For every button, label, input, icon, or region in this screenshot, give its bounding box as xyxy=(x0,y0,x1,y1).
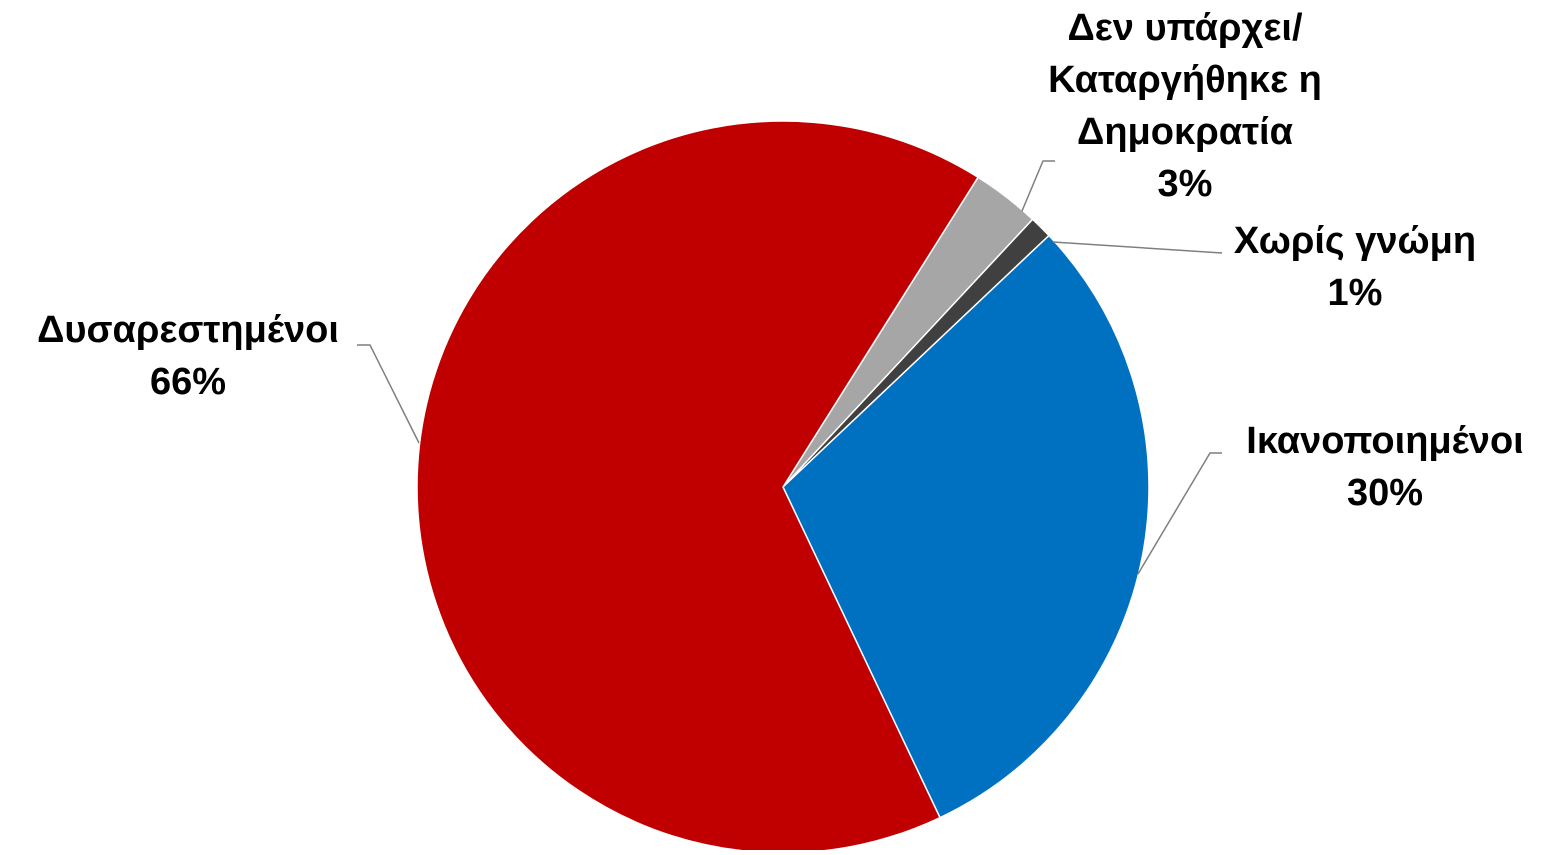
leader-lines-layer xyxy=(357,160,1223,575)
slice-category-label-1-0: Χωρίς γνώμη xyxy=(1234,220,1476,262)
leader-line-3 xyxy=(357,344,420,444)
slice-label-1: Χωρίς γνώμη 1% xyxy=(1234,220,1476,314)
slice-label-3: Δυσαρεστημένοι 66% xyxy=(37,309,339,403)
pie-slice-2 xyxy=(782,234,1150,819)
pie-slice-3 xyxy=(416,120,980,854)
slices-layer xyxy=(416,120,1150,854)
slice-category-label-0-2: Δημοκρατία xyxy=(1077,111,1293,153)
slice-value-label-1: 1% xyxy=(1328,272,1383,314)
slice-label-2: Ικανοποιημένοι 30% xyxy=(1246,420,1523,514)
slice-value-label-3: 66% xyxy=(150,361,226,403)
leader-line-0 xyxy=(1021,160,1055,212)
slice-category-label-0-0: Δεν υπάρχει/ xyxy=(1067,7,1303,49)
leader-line-1 xyxy=(1052,241,1223,254)
slice-value-label-2: 30% xyxy=(1347,472,1423,514)
slice-category-label-2-0: Ικανοποιημένοι xyxy=(1246,420,1523,462)
slice-category-label-3-0: Δυσαρεστημένοι xyxy=(37,309,339,351)
slice-label-0: Δεν υπάρχει/Καταργήθηκε η Δημοκρατία 3% xyxy=(1048,7,1322,205)
slice-value-label-0: 3% xyxy=(1158,163,1213,205)
slice-category-label-0-1: Καταργήθηκε η xyxy=(1048,59,1322,101)
labels-layer: Δεν υπάρχει/Καταργήθηκε η Δημοκρατία 3% Χωρ… xyxy=(37,7,1524,514)
leader-line-2 xyxy=(1137,452,1222,575)
